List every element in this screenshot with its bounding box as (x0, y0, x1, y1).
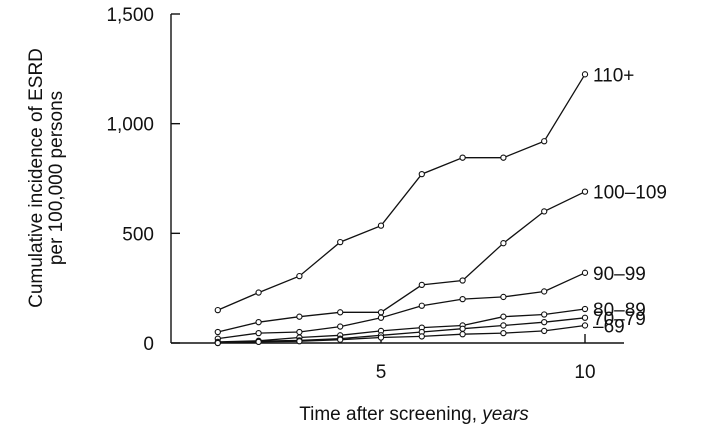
data-point (541, 138, 548, 145)
y-tick-label: 1,000 (106, 115, 154, 136)
data-point (214, 339, 221, 347)
data-point (581, 269, 589, 276)
data-point (459, 331, 466, 338)
data-point (500, 313, 507, 320)
data-point (581, 71, 589, 78)
y-tick-label: 1,500 (106, 5, 154, 26)
data-point (337, 323, 344, 330)
data-point (459, 277, 466, 284)
data-point (296, 313, 303, 320)
data-point (581, 305, 589, 313)
series-label: –69 (593, 316, 625, 337)
data-point (255, 338, 262, 346)
x-axis-title: Time after screening, years (299, 404, 529, 425)
series (214, 269, 589, 342)
data-point (500, 154, 507, 161)
series-label: 100–109 (593, 183, 667, 204)
data-point (541, 288, 548, 295)
data-point (418, 281, 425, 289)
data-point (459, 295, 466, 303)
series-line (217, 272, 586, 340)
series-label: 70–79 (593, 309, 646, 330)
data-point (296, 338, 303, 345)
x-axis-title-unit: years (480, 404, 529, 425)
series (214, 188, 589, 336)
y-axis-title: Cumulative incidence of ESRD per 100,000… (26, 48, 67, 308)
series-line (217, 73, 586, 311)
series-line (217, 191, 586, 333)
series-line (217, 317, 586, 344)
data-point (377, 334, 385, 341)
data-point (377, 314, 385, 321)
series-group (214, 71, 589, 347)
data-point (541, 327, 548, 335)
y-tick-label: 500 (122, 224, 154, 245)
data-point (337, 309, 344, 316)
data-point (337, 238, 344, 246)
data-point (418, 333, 425, 340)
data-point (296, 328, 303, 336)
series-label: 80–89 (593, 300, 646, 321)
data-point (500, 322, 507, 329)
data-point (418, 302, 425, 309)
series-line (217, 308, 586, 343)
data-point (377, 222, 385, 229)
data-point (337, 336, 344, 343)
series-label: 110+ (593, 65, 634, 86)
data-point (581, 322, 589, 329)
data-point (255, 329, 262, 337)
data-point (500, 329, 507, 337)
data-point (541, 311, 548, 318)
data-point (459, 325, 466, 332)
data-point (541, 319, 548, 326)
data-point (581, 188, 589, 195)
data-point (296, 272, 303, 280)
x-ticks: 5 10 (376, 334, 596, 383)
y-ticks: 0 500 1,000 1,500 (106, 5, 180, 355)
data-point (581, 314, 589, 321)
x-tick-label: 5 (376, 362, 387, 383)
data-point (214, 306, 221, 314)
data-point (255, 289, 262, 296)
y-tick-label: 0 (143, 334, 154, 355)
data-point (418, 170, 425, 178)
data-point (500, 293, 507, 301)
data-point (500, 240, 507, 247)
data-point (255, 319, 262, 326)
series-label: 90–99 (593, 264, 646, 285)
y-axis-title-line-2: per 100,000 persons (46, 91, 67, 265)
x-tick-label: 10 (574, 362, 595, 383)
y-axis-title-line-1: Cumulative incidence of ESRD (26, 48, 47, 308)
data-point (459, 154, 466, 161)
data-point (377, 309, 385, 316)
series-line (217, 324, 586, 344)
data-point (214, 328, 221, 336)
series (214, 71, 589, 314)
x-axis-title-text: Time after screening, (299, 404, 482, 425)
data-point (541, 208, 548, 215)
series (214, 322, 589, 347)
